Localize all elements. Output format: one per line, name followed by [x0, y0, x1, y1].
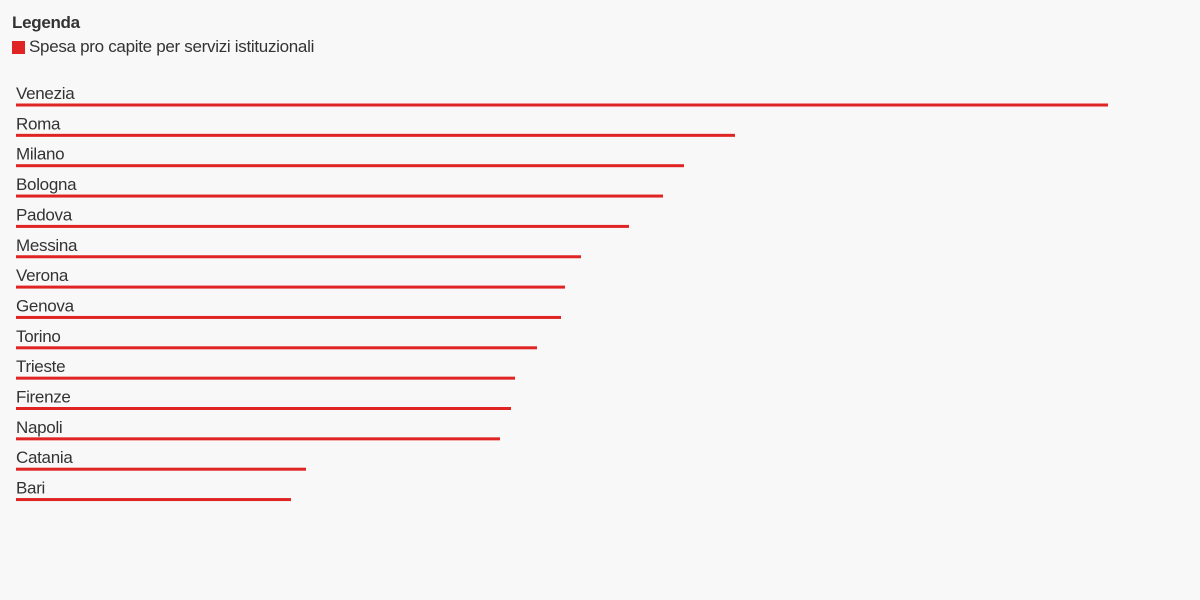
bar[interactable]: [16, 498, 291, 502]
bar[interactable]: [16, 346, 537, 350]
bar-label: Venezia: [16, 84, 75, 103]
bar-label: Bari: [16, 479, 45, 498]
bar[interactable]: [16, 407, 511, 410]
bar-label: Genova: [16, 296, 75, 315]
bar[interactable]: [16, 194, 663, 198]
bar-label: Torino: [16, 327, 61, 346]
bar-label: Milano: [16, 145, 64, 164]
legend-swatch: [12, 40, 25, 54]
bar[interactable]: [16, 376, 515, 380]
bar-label: Catania: [16, 448, 73, 467]
bar[interactable]: [16, 315, 561, 319]
legend: Legenda Spesa pro capite per servizi ist…: [12, 13, 314, 57]
bar[interactable]: [16, 467, 306, 471]
legend-item: Spesa pro capite per servizi istituziona…: [12, 37, 314, 57]
bar[interactable]: [16, 133, 735, 137]
bar-label: Bologna: [16, 175, 77, 194]
bar[interactable]: [16, 285, 565, 289]
bar-label: Trieste: [16, 357, 65, 376]
legend-title: Legenda: [12, 13, 80, 32]
bar-label: Roma: [16, 114, 61, 133]
bar[interactable]: [16, 103, 1108, 107]
bar-label: Padova: [16, 205, 73, 224]
bar[interactable]: [16, 224, 629, 228]
legend-item-label: Spesa pro capite per servizi istituziona…: [29, 37, 315, 56]
bar-label: Firenze: [16, 388, 71, 407]
bar[interactable]: [16, 255, 581, 259]
bar[interactable]: [16, 164, 684, 168]
bar-label: Verona: [16, 266, 69, 285]
bar[interactable]: [16, 437, 500, 441]
bar-label: Messina: [16, 236, 78, 255]
bar-label: Napoli: [16, 418, 62, 437]
